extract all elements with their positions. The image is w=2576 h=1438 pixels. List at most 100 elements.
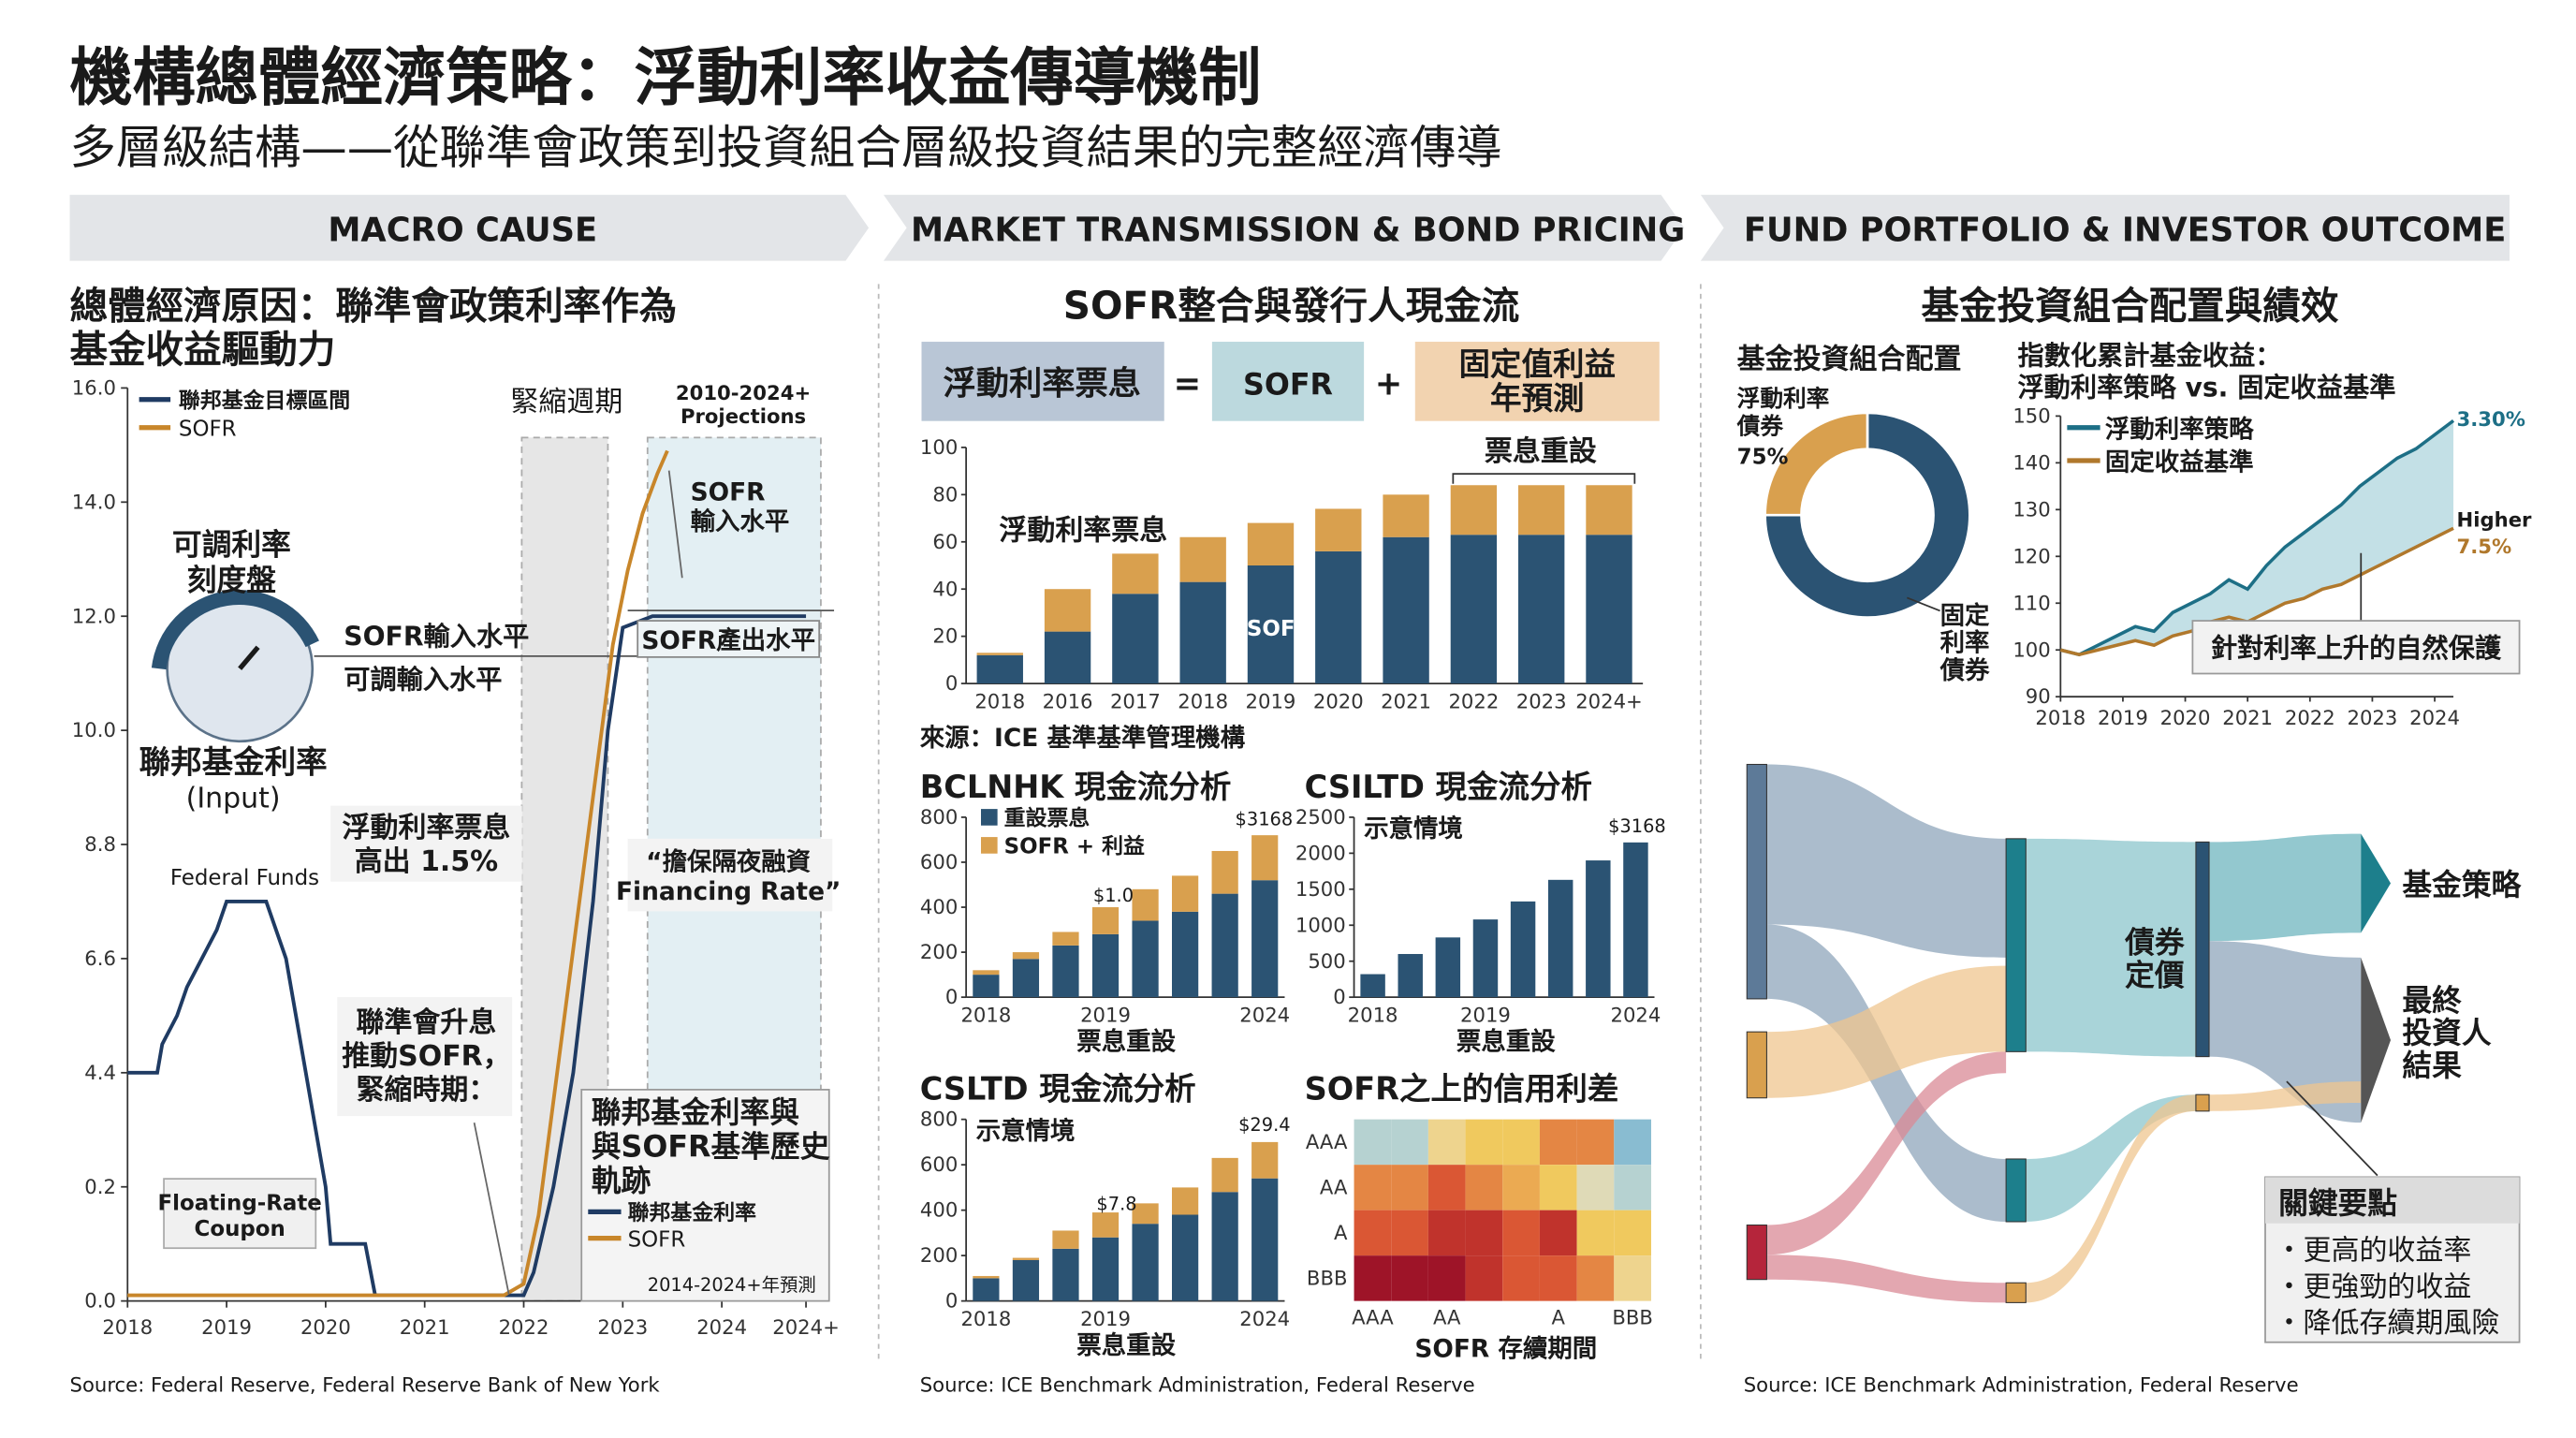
bar-segment — [976, 654, 1023, 684]
text-line: 可調利率 — [172, 529, 291, 563]
y-tick-label: 14.0 — [72, 490, 116, 513]
bar — [1586, 860, 1611, 998]
sankey-node — [2005, 838, 2027, 1052]
row-label: A — [1334, 1221, 1348, 1244]
label: 債券定價 — [2124, 927, 2185, 993]
x-tick-label: 2024+ — [772, 1315, 840, 1339]
bar-segment — [1315, 508, 1362, 551]
y-tick-label: 110 — [2012, 591, 2050, 614]
heat-cell — [1539, 1210, 1577, 1256]
label: Higher — [2457, 508, 2533, 532]
text-line: 債券 — [1939, 656, 1990, 685]
label: 7.5% — [2457, 535, 2512, 558]
x-tick-label: 2019 — [1080, 1307, 1131, 1330]
equation-box — [1211, 342, 1365, 421]
x-tick-label: 2021 — [1381, 690, 1431, 713]
pointer — [1906, 596, 1940, 612]
label: 浮動利率持會 — [1828, 482, 1908, 545]
y-tick-label: 90 — [2026, 684, 2051, 708]
y-tick-label: 1500 — [1295, 877, 1346, 901]
series-line — [2059, 526, 2454, 657]
text-line: 投資人 — [2402, 1017, 2491, 1050]
heat-cell — [1427, 1165, 1466, 1211]
label: 聯邦基金利率 — [139, 743, 328, 780]
y-tick-label: 80 — [932, 482, 958, 506]
y-tick-label: 6.6 — [84, 946, 116, 970]
bar-segment — [1315, 550, 1362, 684]
text-line: 推動SOFR， — [342, 1040, 511, 1073]
text-line: 最終 — [2402, 983, 2462, 1018]
label: SOFR之上的信用利差 — [1305, 1070, 1619, 1107]
bar-segment — [1247, 565, 1295, 684]
bar-segment — [1112, 553, 1159, 594]
heat-cell — [1391, 1165, 1428, 1211]
label: 可調輸入水平 — [344, 664, 502, 695]
series-line — [2059, 418, 2455, 657]
flow — [2209, 833, 2362, 942]
bar-segment — [1091, 907, 1120, 934]
equation-term: 浮動利率票息 — [943, 364, 1141, 403]
equation-term: SOFR — [1243, 368, 1333, 402]
bar-segment — [1518, 535, 1565, 684]
y-tick-label: 150 — [2012, 404, 2050, 427]
spread-area — [2060, 420, 2454, 655]
banner — [883, 195, 1685, 261]
key-points-header — [2264, 1177, 2520, 1224]
x-tick-label: 2024 — [1611, 1004, 1661, 1027]
bar-segment — [1247, 522, 1295, 565]
bar-segment — [1586, 485, 1632, 536]
y-tick-label: 8.8 — [84, 832, 116, 856]
y-tick-label: 800 — [920, 1108, 958, 1131]
label: SOFR — [179, 418, 237, 442]
text-line: 2010-2024+ — [676, 381, 811, 404]
y-tick-label: 12.0 — [72, 604, 116, 627]
key-point: ・降低存續期風險 — [2276, 1307, 2500, 1340]
column-label: BBB — [1612, 1305, 1653, 1328]
label: 示意情境 — [976, 1117, 1076, 1146]
heat-cell — [1354, 1210, 1392, 1256]
heat-cell — [1614, 1210, 1651, 1256]
annotation-box — [637, 620, 821, 658]
heat-cell — [1465, 1255, 1503, 1301]
donut-segment — [1764, 411, 1869, 517]
heat-cell — [1614, 1255, 1651, 1301]
inset-legend-box — [580, 1089, 830, 1302]
x-tick-label: 2022 — [1448, 690, 1499, 713]
heat-cell — [1465, 1210, 1503, 1256]
text-line: 率持會 — [1828, 514, 1908, 545]
label: SOFR + 利益 — [1004, 834, 1145, 859]
bar — [1510, 901, 1536, 998]
heat-cell — [1354, 1255, 1392, 1301]
label: 浮動利率債券 — [1736, 385, 1830, 440]
y-tick-label: 2500 — [1295, 805, 1346, 829]
section-heading: SOFR整合與發行人現金流 — [1063, 283, 1520, 328]
bar-segment — [1132, 920, 1159, 998]
label: 75% — [1737, 446, 1789, 470]
x-tick-label: 2021 — [2222, 706, 2273, 729]
bar-segment — [1172, 1214, 1199, 1301]
bar-segment — [1586, 535, 1632, 684]
equation-op: + — [1375, 364, 1403, 403]
heat-cell — [1354, 1165, 1392, 1211]
y-tick-label: 0.2 — [84, 1175, 116, 1198]
annotation-box — [337, 997, 513, 1117]
heat-cell — [1391, 1210, 1428, 1256]
label: 最終投資人結果 — [2402, 983, 2491, 1083]
banner-text: FUND PORTFOLIO & INVESTOR OUTCOME — [1744, 211, 2506, 249]
heat-cell — [1576, 1210, 1615, 1256]
x-tick-label: 2020 — [300, 1315, 351, 1339]
y-tick-label: 200 — [920, 1243, 958, 1267]
x-tick-label: 2021 — [400, 1315, 450, 1339]
text-line: 聯準會升息 — [357, 1006, 497, 1039]
text-line: “擔保隔夜融資 — [646, 847, 811, 876]
x-tick-label: 2016 — [1043, 690, 1093, 713]
subtitle: 多層級結構——從聯準會政策到投資組合層級投資結果的完整經濟傳導 — [70, 121, 1502, 175]
y-tick-label: 0 — [945, 985, 958, 1008]
bar-segment — [1179, 536, 1226, 582]
heat-cell — [1427, 1255, 1466, 1301]
equation-box — [1414, 342, 1660, 421]
bar-segment — [1052, 1248, 1079, 1301]
bar-segment — [973, 1275, 1000, 1279]
text-line: 固定值利益 — [1459, 345, 1617, 382]
bar — [1547, 879, 1573, 998]
